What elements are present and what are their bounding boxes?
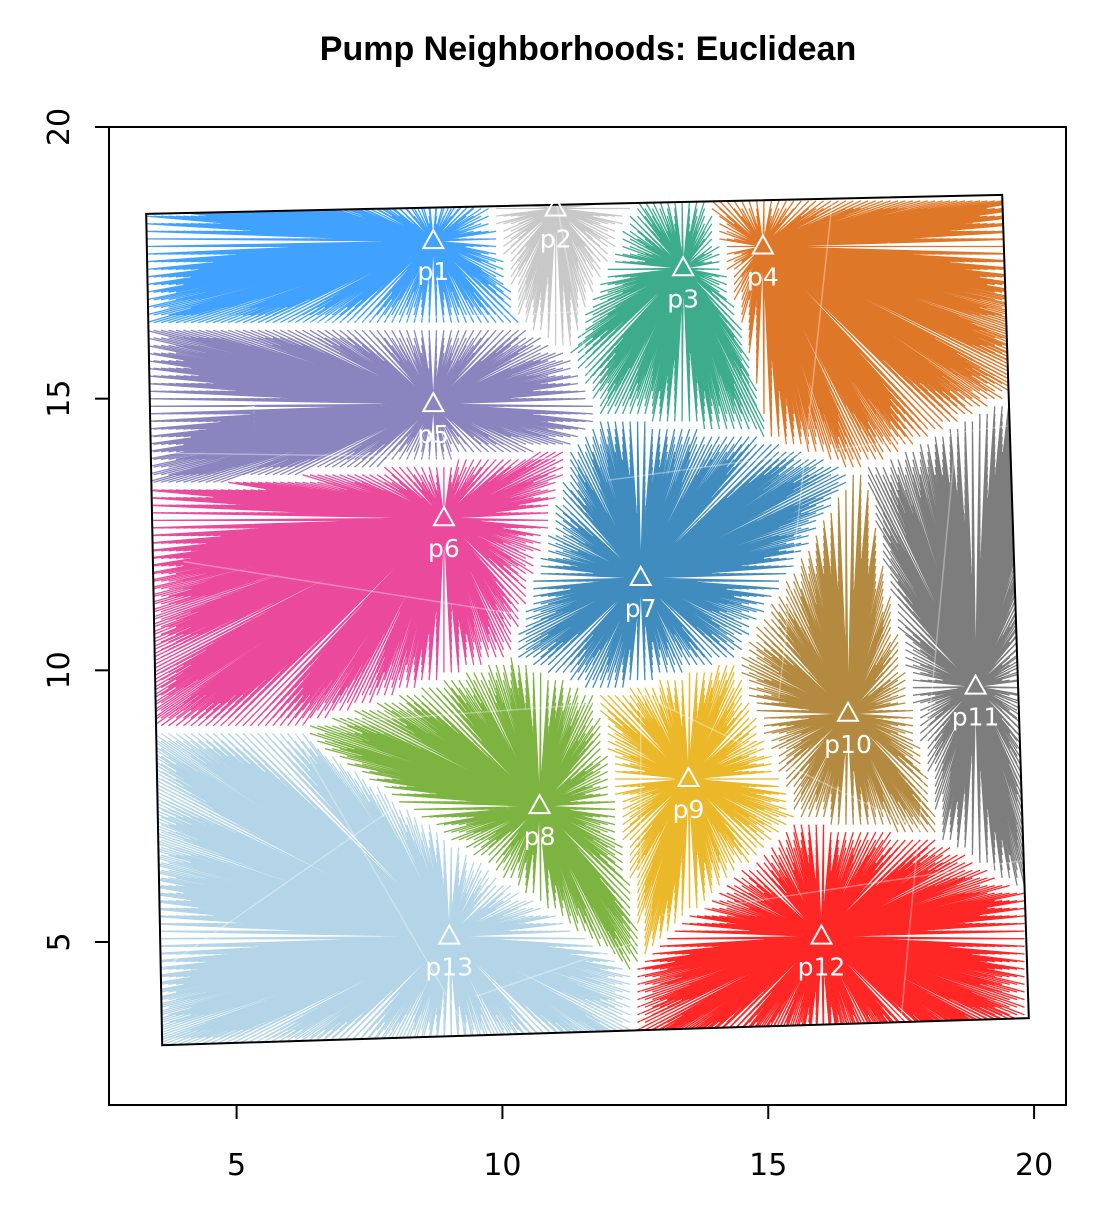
region-p10: [741, 474, 936, 833]
pump-label-p9: p9: [673, 795, 705, 824]
region-rays-p6: [146, 451, 564, 727]
road-line: [183, 560, 530, 617]
road-line: [900, 452, 956, 1019]
pump-marker-p9: [676, 765, 701, 787]
region-rays-p5: [146, 329, 593, 483]
road-line: [778, 202, 833, 698]
y-tick-label: 15: [42, 380, 77, 418]
region-p11: [867, 390, 1026, 886]
pump-marker-p8: [527, 793, 552, 815]
neighborhood-regions: [146, 200, 1026, 1046]
region-p12: [637, 824, 1025, 1046]
road-network: [146, 197, 1024, 1046]
map-outline: [145, 193, 1030, 1047]
road-line: [161, 805, 397, 970]
y-tick-label: 5: [42, 932, 77, 951]
region-p9: [599, 664, 795, 955]
pump-label-p1: p1: [417, 257, 449, 286]
x-tick-label: 20: [1015, 1148, 1053, 1183]
pump-label-p6: p6: [428, 534, 460, 563]
region-rays-p7: [518, 421, 847, 688]
region-rays-p1: [146, 200, 519, 324]
pump-label-p4: p4: [747, 263, 779, 292]
pump-marker-p13: [437, 923, 461, 945]
pump-marker-p5: [421, 391, 446, 413]
pump-label-p8: p8: [524, 822, 556, 851]
region-rays-p3: [570, 200, 765, 437]
road-line: [608, 425, 1008, 481]
pump-label-p2: p2: [540, 225, 572, 254]
region-rays-p9: [599, 664, 795, 955]
pump-marker-p4: [751, 233, 775, 255]
region-p13: [146, 732, 631, 1046]
axes: 5 10 15 20 5 10 15 20: [42, 108, 1053, 1183]
region-p6: [146, 451, 564, 727]
pump-label-p11: p11: [952, 703, 1000, 732]
road-line: [554, 197, 605, 454]
chart-title: Pump Neighborhoods: Euclidean: [320, 30, 856, 68]
road-line: [156, 452, 556, 460]
pump-label-p5: p5: [417, 420, 449, 449]
region-rays-p12: [637, 824, 1025, 1046]
road-line: [146, 310, 583, 329]
y-tick-label: 10: [42, 651, 77, 689]
pump-label-p3: p3: [667, 284, 699, 313]
region-p4: [711, 200, 1025, 468]
region-rays-p8: [309, 657, 639, 970]
region-rays-p4: [711, 200, 1025, 468]
road-line: [289, 724, 477, 1046]
pump-marker-p12: [809, 923, 834, 945]
region-rays-p11: [867, 390, 1026, 886]
region-p7: [518, 421, 847, 688]
pump-marker-p10: [836, 700, 860, 722]
x-tick-label: 15: [749, 1148, 787, 1183]
pump-label-p13: p13: [425, 953, 473, 982]
pump-marker-p11: [963, 673, 988, 695]
pump-marker-p2: [543, 195, 568, 217]
road-line: [156, 702, 609, 737]
region-p8: [309, 657, 639, 970]
pump-markers: p1 p2 p3 p4 p5 p6 p7 p8 p9 p10 p11 p12 p13: [417, 195, 1000, 982]
y-tick-label: 20: [42, 108, 77, 146]
region-rays-p10: [741, 474, 936, 833]
region-rays-p13: [146, 732, 631, 1046]
pump-label-p12: p12: [798, 953, 846, 982]
x-tick-label: 5: [227, 1148, 246, 1183]
region-p3: [570, 200, 765, 437]
pump-label-p10: p10: [824, 730, 872, 759]
pump-marker-p7: [628, 564, 653, 586]
region-p5: [146, 329, 593, 483]
x-tick-label: 10: [483, 1148, 521, 1183]
pump-marker-p6: [432, 505, 456, 527]
region-p1: [146, 200, 519, 324]
road-line: [635, 691, 929, 835]
pump-marker-p3: [671, 255, 695, 277]
pump-marker-p1: [421, 228, 446, 250]
pump-label-p7: p7: [625, 594, 657, 623]
road-line: [475, 941, 636, 998]
road-line: [661, 859, 1024, 916]
